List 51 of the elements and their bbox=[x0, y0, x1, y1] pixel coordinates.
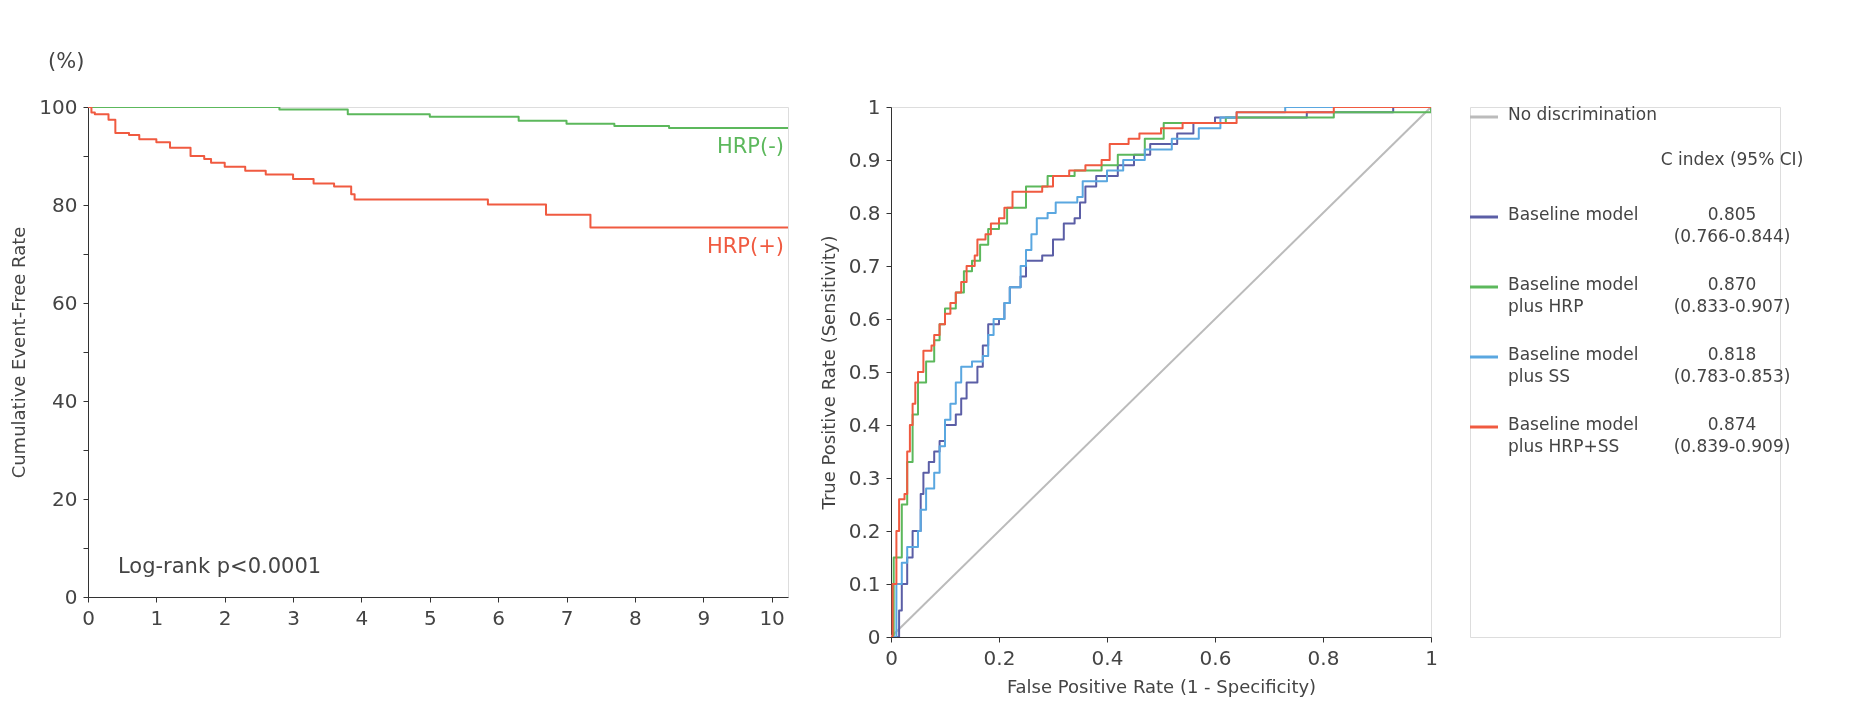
x-tick-label: 1 bbox=[150, 605, 164, 630]
x-tick-label: 2 bbox=[218, 605, 232, 630]
y-tick-label: 0 bbox=[867, 624, 881, 649]
text: 0.818 (0.783-0.853) bbox=[1673, 344, 1791, 386]
x-tick-label: 0 bbox=[82, 605, 95, 630]
x-tick-label: 1 bbox=[1425, 645, 1438, 670]
text: 0.874 (0.839-0.909) bbox=[1673, 414, 1791, 456]
y-tick-label: 1 bbox=[867, 94, 881, 119]
x-axis-title: False Positive Rate (1 - Specificity) bbox=[1006, 675, 1317, 697]
x-tick-label: 4 bbox=[355, 605, 369, 630]
y-tick-label: 80 bbox=[52, 192, 78, 217]
y-tick-label: 0.6 bbox=[848, 306, 881, 331]
legend-label: Baseline model plus SS bbox=[1508, 344, 1639, 386]
y-tick-label: 40 bbox=[52, 388, 78, 413]
y-tick-label: 0.4 bbox=[848, 412, 881, 437]
x-tick-label: 5 bbox=[423, 605, 437, 630]
x-tick-label: 0.8 bbox=[1307, 645, 1340, 670]
y-tick-label: 0.2 bbox=[848, 518, 881, 543]
annotation: Log-rank p<0.0001 bbox=[118, 554, 322, 578]
x-tick-label: 10 bbox=[759, 605, 785, 630]
text: 0.870 (0.833-0.907) bbox=[1673, 274, 1791, 316]
text: 0.805 (0.766-0.844) bbox=[1673, 204, 1791, 246]
y-tick-label: 100 bbox=[39, 94, 78, 119]
y-tick-label: 0.3 bbox=[848, 465, 881, 490]
x-tick-label: 3 bbox=[287, 605, 300, 630]
x-tick-label: 0.2 bbox=[983, 645, 1016, 670]
y-tick-label: 0.9 bbox=[848, 147, 881, 172]
x-tick-label: 0.6 bbox=[1199, 645, 1232, 670]
x-tick-label: 8 bbox=[629, 605, 642, 630]
x-tick-label: 7 bbox=[560, 605, 574, 630]
series-label: HRP(-) bbox=[716, 134, 784, 159]
y-tick-label: 0.8 bbox=[848, 200, 881, 225]
y-tick-label: 0.1 bbox=[848, 571, 881, 596]
x-tick-label: 0 bbox=[885, 645, 898, 670]
y-tick-label: 0 bbox=[64, 584, 78, 609]
y-tick-label: 0.7 bbox=[848, 253, 881, 278]
text: (%) bbox=[48, 49, 85, 73]
y-tick-label: 60 bbox=[52, 290, 78, 315]
legend-label: Baseline model bbox=[1508, 204, 1639, 224]
text: C index (95% CI) bbox=[1660, 149, 1804, 169]
legend-label: Baseline model plus HRP+SS bbox=[1508, 414, 1639, 456]
y-tick-label: 0.5 bbox=[848, 359, 881, 384]
y-axis-title: True Positive Rate (Sensitivity) bbox=[817, 235, 839, 511]
legend-label: No discrimination bbox=[1508, 104, 1657, 124]
x-tick-label: 6 bbox=[492, 605, 506, 630]
y-axis-title: Cumulative Event-Free Rate bbox=[8, 226, 30, 479]
y-tick-label: 20 bbox=[52, 486, 78, 511]
series-label: HRP(+) bbox=[706, 233, 784, 258]
x-tick-label: 0.4 bbox=[1091, 645, 1124, 670]
legend-label: Baseline model plus HRP bbox=[1508, 274, 1639, 316]
x-tick-label: 9 bbox=[697, 605, 711, 630]
